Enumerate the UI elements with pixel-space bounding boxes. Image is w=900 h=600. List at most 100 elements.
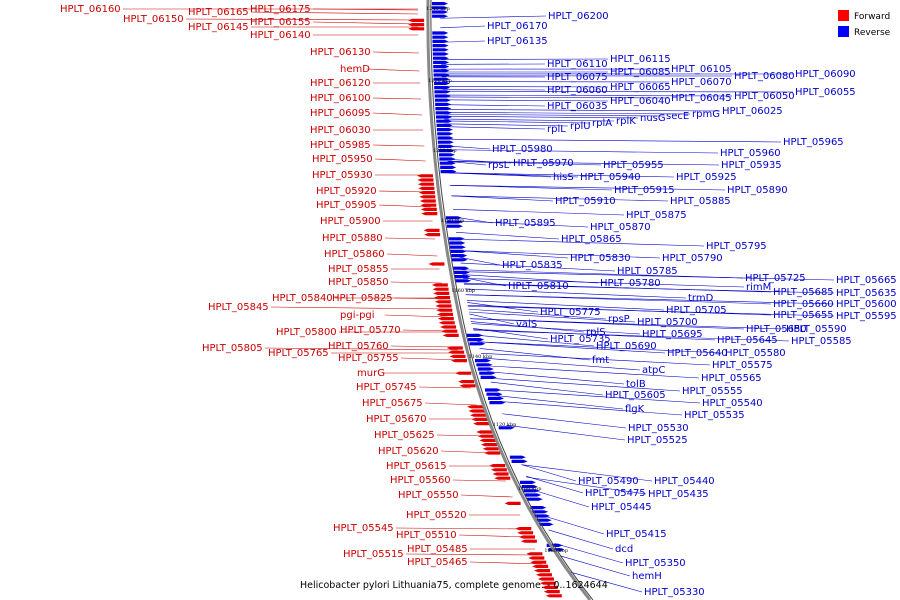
reverse-feature: [525, 493, 542, 497]
forward-gene-label: HPLT_05905: [316, 200, 377, 211]
scale-tick-label: 1220 kbp: [428, 78, 452, 84]
forward-gene-label: HPLT_05670: [366, 414, 427, 425]
reverse-leader-line: [442, 99, 609, 102]
reverse-feature: [451, 258, 468, 262]
reverse-gene-label: HPLT_05870: [590, 222, 651, 233]
forward-feature: [541, 585, 558, 589]
reverse-leader-line: [463, 278, 745, 288]
reverse-gene-label: HPLT_05575: [712, 360, 773, 371]
reverse-leader-line: [445, 138, 782, 143]
reverse-gene-label: HPLT_06110: [547, 59, 608, 70]
forward-gene-label: HPLT_05550: [398, 490, 459, 501]
reverse-feature: [432, 31, 449, 35]
reverse-gene-label: HPLT_06200: [548, 11, 609, 22]
reverse-gene-label: HPLT_05960: [720, 148, 781, 159]
genome-backbone-shadow: [430, 0, 594, 600]
forward-gene-label: HPLT_06130: [310, 47, 371, 58]
reverse-gene-label: hemH: [632, 571, 662, 582]
reverse-feature: [435, 107, 452, 111]
reverse-leader-line: [493, 389, 701, 404]
reverse-feature: [519, 480, 536, 484]
reverse-feature: [438, 149, 455, 153]
reverse-feature: [489, 401, 506, 405]
reverse-gene-label: HPLT_05725: [745, 273, 806, 284]
reverse-leader-line: [461, 271, 835, 281]
forward-gene-label: HPLT_05515: [343, 549, 404, 560]
reverse-feature: [474, 359, 491, 363]
forward-gene-label: HPLT_06100: [310, 93, 371, 104]
reverse-feature: [432, 48, 449, 52]
reverse-gene-label: HPLT_05780: [600, 278, 661, 289]
forward-feature: [520, 539, 537, 543]
reverse-gene-label: HPLT_06055: [795, 87, 856, 98]
reverse-leader-line: [442, 86, 609, 88]
reverse-gene-label: HPLT_05590: [786, 324, 847, 335]
forward-feature: [436, 308, 453, 312]
reverse-feature: [438, 153, 455, 157]
forward-leader-line: [185, 18, 419, 21]
reverse-gene-label: HPLT_05885: [670, 196, 731, 207]
forward-gene-label: murG: [357, 368, 385, 379]
reverse-gene-label: HPLT_05600: [836, 299, 897, 310]
reverse-gene-label: HPLT_05540: [702, 398, 763, 409]
reverse-leader-line: [444, 115, 639, 119]
reverse-feature: [432, 14, 449, 18]
reverse-leader-line: [444, 126, 546, 130]
reverse-gene-label: atpC: [642, 365, 665, 376]
reverse-leader-line: [448, 172, 675, 178]
reverse-gene-label: HPLT_06025: [722, 106, 783, 117]
reverse-leader-line: [463, 283, 835, 294]
reverse-leader-line: [450, 184, 613, 191]
forward-feature: [420, 203, 437, 207]
reverse-gene-label: HPLT_05475: [585, 488, 646, 499]
reverse-leader-line: [489, 377, 681, 392]
reverse-gene-label: HPLT_05555: [682, 386, 743, 397]
reverse-leader-line: [446, 149, 719, 154]
reverse-gene-label: HPLT_05935: [721, 160, 782, 171]
forward-feature: [476, 430, 493, 434]
reverse-feature: [436, 128, 453, 132]
reverse-gene-label: HPLT_06065: [610, 82, 671, 93]
forward-feature: [419, 199, 436, 203]
reverse-feature: [523, 489, 540, 493]
reverse-leader-line: [464, 288, 687, 299]
reverse-gene-label: HPLT_05660: [773, 299, 834, 310]
forward-feature: [419, 195, 436, 199]
forward-leader-line: [405, 553, 538, 556]
reverse-feature: [480, 375, 497, 379]
forward-gene-label: HPLT_05845: [208, 302, 269, 313]
reverse-leader-line: [451, 195, 669, 202]
forward-feature: [484, 451, 501, 455]
scale-tick-label: 1240 kbp: [426, 6, 450, 12]
reverse-gene-label: rplA: [592, 118, 612, 129]
forward-gene-label: HPLT_06030: [310, 125, 371, 136]
forward-feature: [494, 476, 511, 480]
forward-gene-label: HPLT_05900: [320, 216, 381, 227]
reverse-feature: [455, 279, 472, 283]
reverse-leader-line: [502, 413, 627, 429]
reverse-feature: [439, 157, 456, 161]
reverse-gene-label: HPLT_05775: [540, 307, 601, 318]
forward-feature: [423, 228, 440, 232]
reverse-leader-line: [444, 118, 615, 122]
forward-gene-label: HPLT_06150: [123, 14, 184, 25]
reverse-leader-line: [444, 123, 569, 127]
reverse-gene-label: HPLT_06060: [547, 85, 608, 96]
reverse-gene-label: HPLT_06035: [547, 101, 608, 112]
forward-leader-line: [270, 306, 447, 310]
reverse-leader-line: [460, 262, 616, 272]
forward-gene-label: HPLT_05760: [328, 341, 389, 352]
reverse-leader-line: [454, 220, 589, 228]
reverse-feature: [434, 94, 451, 98]
reverse-feature: [434, 98, 451, 102]
scale-tick-label: 1200 kbp: [433, 148, 457, 154]
reverse-gene-label: HPLT_05970: [513, 158, 574, 169]
reverse-gene-label: valS: [516, 319, 537, 330]
reverse-feature: [487, 396, 504, 400]
reverse-feature: [448, 237, 465, 241]
forward-leader-line: [372, 144, 425, 147]
reverse-feature: [449, 245, 466, 249]
reverse-feature: [451, 254, 468, 258]
reverse-gene-label: HPLT_05955: [603, 160, 664, 171]
reverse-leader-line: [440, 40, 486, 43]
